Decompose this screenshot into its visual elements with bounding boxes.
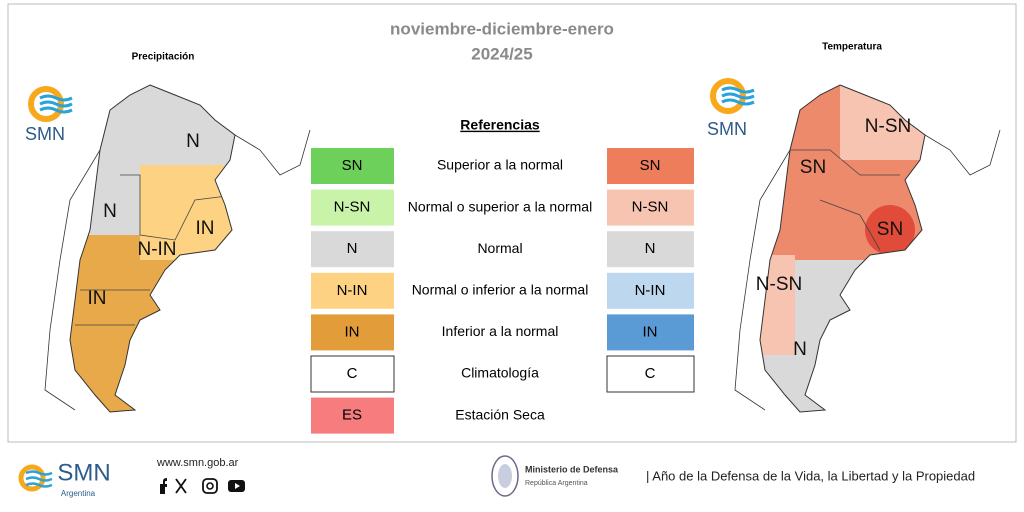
temp-swatch [607,231,694,268]
region-label: SN [877,219,903,240]
precip-code: C [347,365,358,382]
temp-code: SN [640,157,661,174]
ministry-sub: República Argentina [525,480,588,487]
border [734,149,791,411]
precip-code: ES [342,407,362,424]
legend-label: Normal o inferior a la normal [412,282,589,298]
temp-swatch [606,355,695,393]
region-label: IN [88,288,107,309]
region-label: N-SN [756,274,802,295]
map-title: Temperatura [822,42,882,53]
temp-code: N-IN [635,282,666,299]
border [44,149,101,411]
precip-code: IN [345,323,360,340]
legend-label: Normal [477,240,522,256]
region-label: N [793,339,807,360]
ministry-emblem [491,455,519,497]
map-outline [759,84,926,413]
precip-swatch [311,272,394,309]
facebook-icon[interactable] [160,478,167,494]
motto: | Año de la Defensa de la Vida, la Liber… [646,468,975,483]
title: noviembre-diciembre-enero [390,19,614,38]
region-label: N [186,131,200,152]
precip-swatch [310,355,395,393]
logo-text: SMN [707,119,747,139]
legend-label: Normal o superior a la normal [408,198,592,214]
region-label: N-IN [137,239,176,260]
logo: SMN [25,86,73,144]
ministry: Ministerio de Defensa [525,464,619,474]
region-label: SN [800,157,826,178]
precip-swatch [311,189,394,226]
temp-swatch [607,314,694,351]
border [924,129,1001,176]
legend-label: Estación Seca [455,406,545,422]
legend-label: Inferior a la normal [442,323,559,339]
url[interactable]: www.smn.gob.ar [156,457,239,469]
temp-code: N [645,240,656,257]
precip-swatch [311,397,394,434]
temp-code: C [645,365,656,382]
footer-logo-text: SMN [57,459,110,486]
x-icon[interactable] [175,478,187,494]
legend-label: Climatología [461,365,539,381]
border [234,129,311,176]
precip-code: N [347,240,358,257]
precip-swatch [311,231,394,268]
youtube-icon[interactable] [228,480,245,492]
legend-label: Superior a la normal [437,157,563,173]
map-title: Precipitación [132,52,195,63]
temp-swatch [607,189,694,226]
instagram-icon[interactable] [202,478,218,494]
region-labels: N N N-IN IN IN N-SN SN SN N-SN N [88,116,912,360]
precip-code: N-IN [337,282,368,299]
legend: SN Superior a la normal SN N-SN Normal o sup… [310,148,695,434]
precip-code: N-SN [334,199,371,216]
logo-text: SMN [25,124,65,144]
precip-code: SN [342,157,363,174]
footer-logo-sub: Argentina [61,489,96,498]
precip-swatch [311,314,394,351]
temp-code: N-SN [632,199,669,216]
region-label: N-SN [865,116,911,137]
temp-code: IN [643,323,658,340]
map-outline [69,84,236,413]
region-label: IN [196,218,215,239]
region-label: N [103,201,117,222]
temp-swatch [607,272,694,309]
precip-swatch [311,148,394,184]
social-icons [160,478,245,494]
temp-swatch [607,148,694,184]
subtitle: 2024/25 [471,44,532,63]
legend-title: Referencias [460,117,540,133]
logo: SMN [707,78,755,139]
footer-logo: SMN Argentina [18,459,111,498]
